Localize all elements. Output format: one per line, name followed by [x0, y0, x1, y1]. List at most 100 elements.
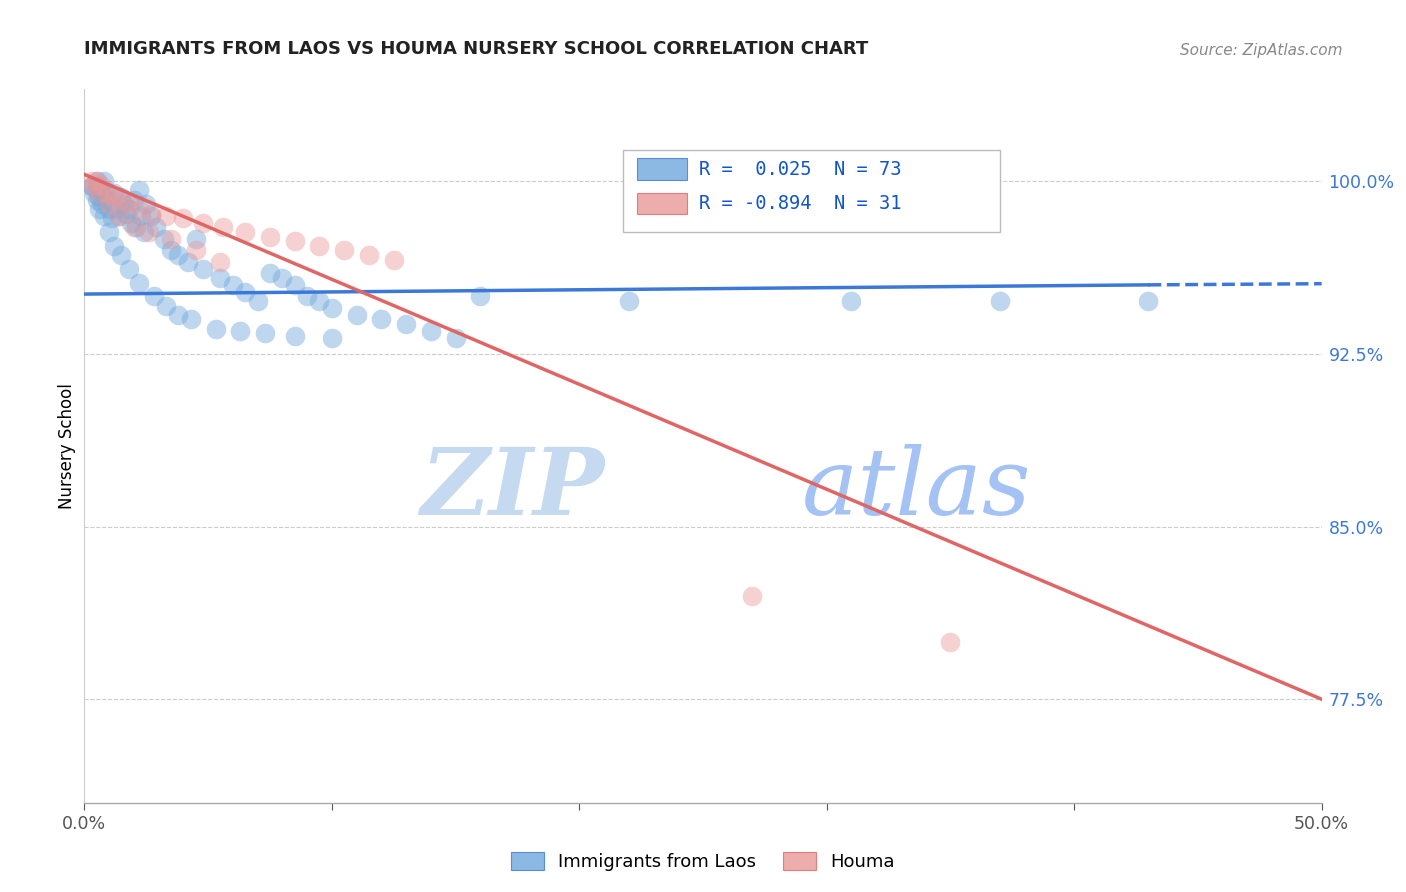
Text: R =  0.025  N = 73: R = 0.025 N = 73: [699, 160, 901, 178]
Point: [259, 229, 281, 244]
Point: [308, 293, 330, 308]
Point: [90, 197, 112, 211]
Point: [617, 293, 640, 308]
Point: [125, 220, 148, 235]
Point: [395, 317, 418, 331]
Point: [204, 321, 226, 335]
Legend: Immigrants from Laos, Houma: Immigrants from Laos, Houma: [503, 846, 903, 879]
Point: [167, 248, 190, 262]
Point: [222, 277, 245, 292]
Point: [370, 312, 392, 326]
Point: [103, 190, 125, 204]
Point: [103, 186, 125, 200]
Point: [96, 186, 118, 200]
Point: [284, 234, 307, 248]
FancyBboxPatch shape: [637, 193, 688, 214]
Point: [122, 220, 145, 235]
Point: [93, 174, 115, 188]
Point: [741, 589, 763, 603]
Point: [110, 190, 132, 204]
Point: [128, 276, 150, 290]
Point: [333, 244, 356, 258]
Point: [470, 289, 492, 303]
Point: [988, 293, 1011, 308]
Point: [295, 289, 318, 303]
Point: [120, 216, 142, 230]
Point: [1137, 293, 1160, 308]
Point: [284, 328, 307, 343]
Point: [118, 261, 141, 276]
Point: [209, 255, 232, 269]
Point: [259, 266, 281, 280]
Point: [357, 248, 380, 262]
Point: [419, 324, 441, 338]
Point: [80, 174, 103, 188]
Point: [939, 634, 962, 648]
Point: [98, 202, 121, 216]
Point: [105, 202, 128, 216]
Point: [135, 197, 157, 211]
Point: [89, 202, 111, 216]
Point: [93, 184, 115, 198]
Point: [138, 225, 160, 239]
Point: [112, 197, 135, 211]
FancyBboxPatch shape: [637, 159, 688, 180]
Y-axis label: Nursery School: Nursery School: [58, 383, 76, 509]
Point: [141, 206, 163, 220]
FancyBboxPatch shape: [623, 150, 1000, 232]
Point: [110, 248, 132, 262]
Point: [90, 186, 112, 200]
Point: [128, 184, 150, 198]
Point: [841, 293, 863, 308]
Point: [321, 301, 343, 315]
Point: [128, 202, 150, 216]
Point: [321, 331, 343, 345]
Point: [132, 225, 155, 239]
Point: [141, 209, 163, 223]
Text: atlas: atlas: [801, 444, 1032, 533]
Point: [86, 193, 108, 207]
Point: [191, 216, 214, 230]
Point: [129, 209, 152, 223]
Point: [167, 308, 190, 322]
Point: [145, 220, 167, 235]
Point: [271, 271, 294, 285]
Point: [177, 255, 200, 269]
Point: [155, 209, 177, 223]
Point: [96, 193, 118, 207]
Point: [80, 178, 103, 193]
Point: [346, 308, 368, 322]
Point: [284, 277, 307, 292]
Point: [209, 271, 232, 285]
Point: [100, 211, 122, 226]
Point: [172, 211, 194, 226]
Point: [229, 324, 252, 338]
Text: R = -0.894  N = 31: R = -0.894 N = 31: [699, 194, 901, 213]
Point: [246, 293, 269, 308]
Point: [110, 193, 132, 207]
Point: [382, 252, 405, 267]
Point: [98, 225, 121, 239]
Point: [118, 202, 141, 216]
Point: [212, 220, 235, 235]
Point: [103, 238, 125, 252]
Point: [184, 244, 207, 258]
Point: [90, 178, 112, 193]
Point: [80, 178, 103, 193]
Point: [180, 312, 202, 326]
Point: [118, 197, 141, 211]
Text: ZIP: ZIP: [420, 444, 605, 533]
Point: [160, 232, 183, 246]
Point: [233, 225, 256, 239]
Point: [122, 193, 145, 207]
Point: [108, 209, 131, 223]
Text: Source: ZipAtlas.com: Source: ZipAtlas.com: [1180, 43, 1343, 58]
Point: [253, 326, 276, 341]
Point: [160, 244, 183, 258]
Point: [108, 209, 131, 223]
Point: [184, 232, 207, 246]
Point: [89, 190, 111, 204]
Point: [83, 186, 105, 200]
Point: [191, 261, 214, 276]
Point: [152, 232, 174, 246]
